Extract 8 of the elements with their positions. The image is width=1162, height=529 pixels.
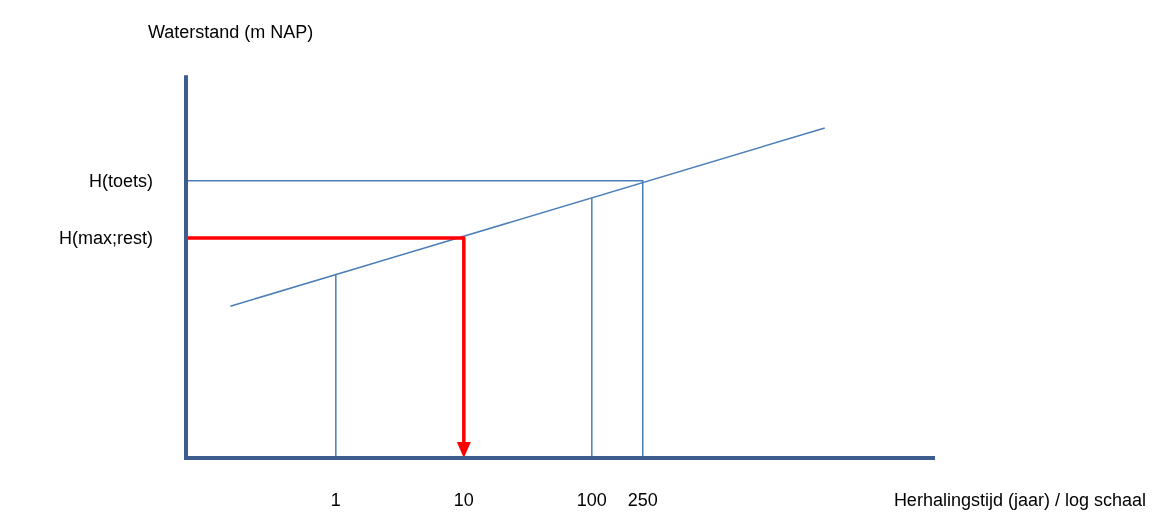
x-tick-label: 250 — [627, 490, 658, 510]
y-axis-title: Waterstand (m NAP) — [148, 22, 314, 42]
x-tick-label: 100 — [576, 490, 607, 510]
x-tick-label: 10 — [453, 490, 474, 510]
annotation: H(max;rest) — [59, 228, 153, 249]
x-axis-title: Herhalingstijd (jaar) / log schaal — [893, 490, 1146, 510]
annotation: H(toets) — [88, 171, 153, 192]
x-tick-label: 1 — [330, 490, 341, 510]
